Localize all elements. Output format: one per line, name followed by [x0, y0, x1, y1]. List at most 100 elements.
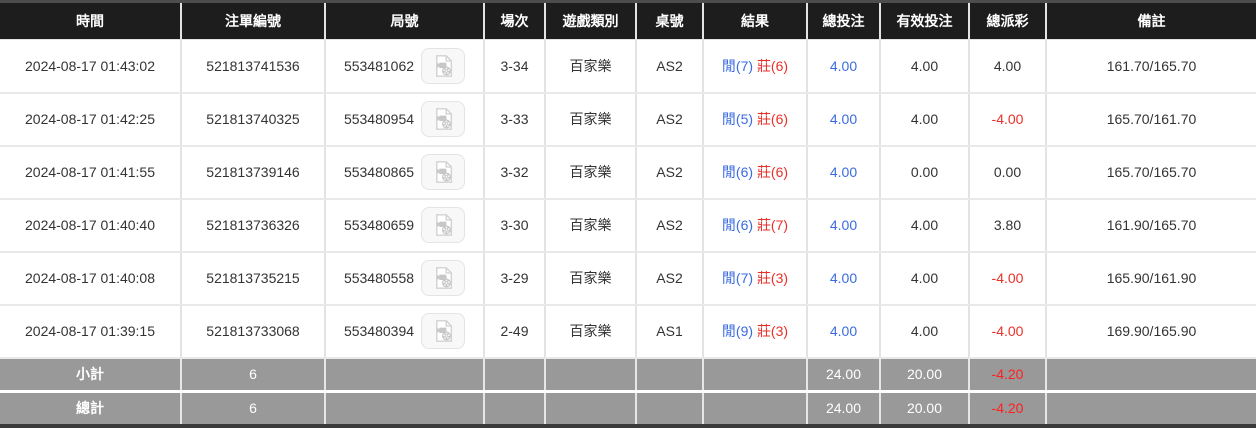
cell-time: 2024-08-17 01:41:55: [0, 145, 182, 200]
video-replay-button[interactable]: [421, 207, 466, 243]
cell-valid-bet: 4.00: [880, 39, 970, 94]
header-session: 場次: [484, 0, 546, 40]
grandtotal-row: 總計 6 24.00 20.00 -4.20: [0, 391, 1256, 428]
cell-payout: 0.00: [969, 145, 1047, 200]
cell-valid-bet: 4.00: [880, 92, 970, 147]
cell-result: 閒(9) 莊(3): [703, 304, 808, 359]
cell-bet-id: 521813741536: [181, 39, 326, 94]
video-file-icon: [430, 318, 456, 344]
cell-remark: 169.90/165.90: [1046, 304, 1256, 359]
video-replay-button[interactable]: [421, 154, 466, 190]
video-file-icon: [430, 159, 456, 185]
table-footer: 小計 6 24.00 20.00 -4.20 總計 6 24.00 20.00 …: [0, 357, 1256, 428]
cell-game-type: 百家樂: [545, 304, 637, 359]
round-id-text: 553480558: [343, 270, 415, 286]
video-replay-button[interactable]: [421, 101, 466, 137]
header-table-no: 桌號: [636, 0, 704, 40]
video-replay-button[interactable]: [421, 313, 466, 349]
cell-table-no: AS2: [636, 198, 704, 253]
result-player: 閒(7): [721, 57, 754, 74]
total-bet-link[interactable]: 4.00: [829, 164, 858, 180]
cell-result: 閒(7) 莊(3): [703, 251, 808, 306]
video-file-icon: [430, 265, 456, 291]
cell-payout: 3.80: [969, 198, 1047, 253]
cell-bet-id: 521813736326: [181, 198, 326, 253]
header-round-id: 局號: [325, 0, 485, 40]
video-replay-button[interactable]: [421, 47, 466, 84]
video-file-icon: [430, 106, 456, 132]
cell-session: 2-49: [484, 304, 546, 359]
cell-table-no: AS2: [636, 92, 704, 147]
cell-game-type: 百家樂: [545, 198, 637, 253]
cell-result: 閒(6) 莊(6): [703, 145, 808, 200]
video-replay-button[interactable]: [421, 260, 466, 296]
cell-table-no: AS2: [636, 251, 704, 306]
cell-bet-id: 521813735215: [181, 251, 326, 306]
table-row: 2024-08-17 01:40:40 521813736326 5534806…: [0, 198, 1256, 253]
cell-table-no: AS1: [636, 304, 704, 359]
cell-session: 3-33: [484, 92, 546, 147]
total-bet-link[interactable]: 4.00: [829, 270, 858, 286]
cell-bet-id: 521813739146: [181, 145, 326, 200]
cell-remark: 165.90/161.90: [1046, 251, 1256, 306]
cell-session: 3-34: [484, 39, 546, 94]
cell-session: 3-32: [484, 145, 546, 200]
cell-total-bet: 4.00: [807, 198, 881, 253]
cell-payout: 4.00: [969, 39, 1047, 94]
cell-result: 閒(7) 莊(6): [703, 39, 808, 94]
grandtotal-total-bet: 24.00: [807, 391, 881, 428]
round-id-text: 553480954: [343, 111, 415, 127]
cell-session: 3-30: [484, 198, 546, 253]
total-bet-link[interactable]: 4.00: [829, 323, 858, 339]
cell-valid-bet: 4.00: [880, 198, 970, 253]
cell-remark: 161.70/165.70: [1046, 39, 1256, 94]
header-remark: 備註: [1046, 0, 1256, 40]
cell-table-no: AS2: [636, 39, 704, 94]
subtotal-payout: -4.20: [969, 357, 1047, 393]
cell-game-type: 百家樂: [545, 145, 637, 200]
cell-game-type: 百家樂: [545, 39, 637, 94]
cell-result: 閒(6) 莊(7): [703, 198, 808, 253]
round-id-text: 553481062: [343, 57, 415, 74]
cell-remark: 161.90/165.70: [1046, 198, 1256, 253]
cell-remark: 165.70/161.70: [1046, 92, 1256, 147]
result-player: 閒(5): [721, 111, 754, 127]
header-total-bet: 總投注: [807, 0, 881, 40]
table-row: 2024-08-17 01:39:15 521813733068 5534803…: [0, 304, 1256, 359]
cell-valid-bet: 0.00: [880, 145, 970, 200]
cell-round-id: 553480394: [325, 304, 485, 359]
cell-game-type: 百家樂: [545, 251, 637, 306]
header-result: 結果: [703, 0, 808, 40]
round-id-text: 553480394: [343, 323, 415, 339]
header-time: 時間: [0, 0, 182, 40]
cell-table-no: AS2: [636, 145, 704, 200]
grandtotal-payout: -4.20: [969, 391, 1047, 428]
result-player: 閒(6): [721, 217, 754, 233]
grandtotal-count: 6: [181, 391, 326, 428]
video-file-icon: [430, 53, 456, 79]
cell-total-bet: 4.00: [807, 251, 881, 306]
total-bet-link[interactable]: 4.00: [829, 57, 858, 74]
result-player: 閒(9): [721, 323, 754, 339]
total-bet-link[interactable]: 4.00: [829, 111, 858, 127]
table-row: 2024-08-17 01:42:25 521813740325 5534809…: [0, 92, 1256, 147]
cell-round-id: 553480659: [325, 198, 485, 253]
cell-payout: -4.00: [969, 92, 1047, 147]
cell-session: 3-29: [484, 251, 546, 306]
cell-round-id: 553480865: [325, 145, 485, 200]
total-bet-link[interactable]: 4.00: [829, 217, 858, 233]
header-valid-bet: 有效投注: [880, 0, 970, 40]
cell-total-bet: 4.00: [807, 39, 881, 94]
table-header: 時間 注單編號 局號 場次 遊戲類別 桌號 結果 總投注 有效投注 總派彩 備註: [0, 0, 1256, 40]
subtotal-count: 6: [181, 357, 326, 393]
cell-payout: -4.00: [969, 251, 1047, 306]
cell-result: 閒(5) 莊(6): [703, 92, 808, 147]
cell-bet-id: 521813733068: [181, 304, 326, 359]
table-row: 2024-08-17 01:43:02 521813741536 5534810…: [0, 39, 1256, 94]
table-body: 2024-08-17 01:43:02 521813741536 5534810…: [0, 39, 1256, 359]
cell-remark: 165.70/165.70: [1046, 145, 1256, 200]
header-game-type: 遊戲類別: [545, 0, 637, 40]
result-player: 閒(7): [721, 270, 754, 286]
table-row: 2024-08-17 01:41:55 521813739146 5534808…: [0, 145, 1256, 200]
